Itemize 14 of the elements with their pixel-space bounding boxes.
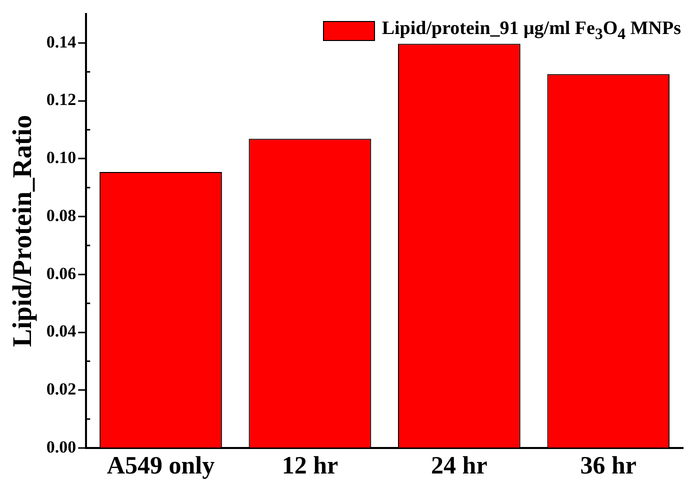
y-tick-label: 0.06 [46, 264, 76, 283]
y-tick-label: 0.14 [46, 32, 77, 52]
y-tick-label: 0.08 [46, 206, 76, 225]
x-tick-label: 24 hr [431, 452, 488, 480]
y-tick-label: 0.10 [46, 148, 76, 168]
y-tick-label: 0.02 [46, 380, 76, 399]
y-tick-label: 0.12 [46, 90, 76, 110]
series-label: Lipid/protein_91 μg/ml Fe$_{3}$O$_{4}$ MNPs [382, 18, 681, 44]
x-tick-label: 36 hr [580, 452, 637, 480]
y-tick-label: 0.04 [46, 322, 77, 341]
x-tick-label: A549 only [106, 452, 216, 480]
x-tick-label: 12 hr [282, 452, 338, 480]
y-axis-title: Lipid/Protein_Ratio [7, 114, 38, 348]
y-tick-label: 0.00 [46, 437, 76, 456]
